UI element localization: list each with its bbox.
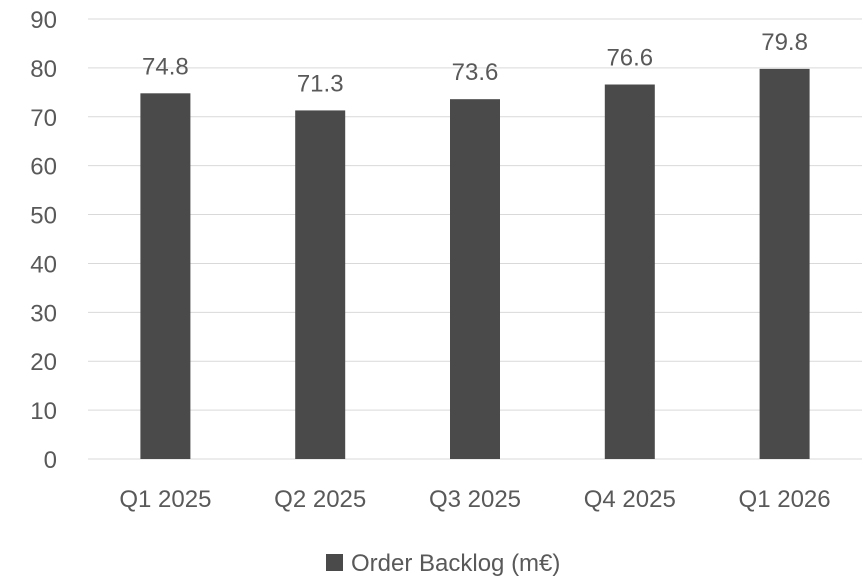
bar (295, 110, 346, 459)
data-label: 74.8 (142, 53, 189, 80)
legend-label: Order Backlog (m€) (351, 550, 560, 577)
y-tick-label: 10 (30, 398, 57, 425)
y-tick-label: 90 (30, 7, 57, 34)
bar (759, 68, 810, 459)
y-tick-label: 50 (30, 203, 57, 230)
y-tick-label: 80 (30, 56, 57, 83)
data-labels: 74.8 71.3 73.6 76.6 79.8 (142, 29, 808, 98)
x-axis-ticks: Q1 2025 Q2 2025 Q3 2025 Q4 2025 Q1 2026 (119, 486, 830, 513)
y-tick-label: 70 (30, 105, 57, 132)
bar (450, 99, 500, 459)
y-tick-label: 20 (30, 349, 57, 376)
x-tick-label: Q2 2025 (274, 486, 366, 513)
data-label: 76.6 (606, 45, 653, 72)
y-tick-label: 30 (30, 300, 57, 327)
y-tick-label: 60 (30, 154, 57, 181)
bar (604, 84, 655, 459)
bar (140, 93, 191, 460)
data-label: 71.3 (297, 70, 344, 97)
y-tick-label: 0 (44, 447, 57, 474)
y-axis-ticks: 0 10 20 30 40 50 60 70 80 90 (30, 7, 57, 474)
x-tick-label: Q1 2026 (739, 486, 831, 513)
bars (140, 68, 810, 460)
data-label: 73.6 (452, 59, 499, 86)
x-tick-label: Q3 2025 (429, 486, 521, 513)
y-tick-label: 40 (30, 251, 57, 278)
legend: Order Backlog (m€) (326, 550, 560, 577)
x-tick-label: Q4 2025 (584, 486, 676, 513)
x-tick-label: Q1 2025 (119, 486, 211, 513)
data-label: 79.8 (761, 29, 808, 56)
legend-swatch (326, 554, 343, 571)
